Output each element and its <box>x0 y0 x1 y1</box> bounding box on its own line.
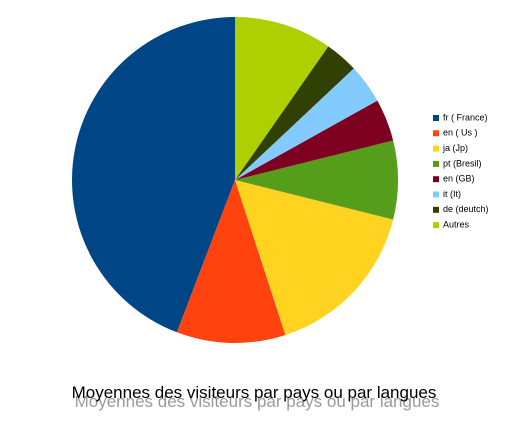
legend-swatch <box>433 191 439 198</box>
legend-label: en ( Us ) <box>443 128 478 138</box>
legend-label: en (GB) <box>443 174 475 184</box>
legend-swatch <box>433 130 439 137</box>
pie-slice <box>72 17 235 333</box>
pie-slice <box>235 140 399 220</box>
legend-label: Autres <box>443 219 470 229</box>
legend-label: pt (Bresil) <box>443 158 482 168</box>
legend-swatch <box>433 145 439 152</box>
legend-swatch <box>433 222 439 229</box>
legend-swatch <box>433 176 439 183</box>
legend-swatch <box>433 206 439 213</box>
pie-slice <box>235 100 394 180</box>
legend-swatch <box>433 160 439 167</box>
legend-label: de (deutch) <box>443 204 489 214</box>
pie-slice <box>235 180 394 336</box>
chart-title-shadow: Moyennes des visiteurs par pays ou par l… <box>75 392 440 411</box>
pie-slice <box>235 46 354 180</box>
pie-slice <box>235 68 378 180</box>
legend-label: fr ( France) <box>443 112 488 122</box>
legend-label: ja (Jp) <box>442 143 468 153</box>
pie-slice <box>235 17 329 180</box>
legend-swatch <box>433 115 439 121</box>
chart-title: Moyennes des visiteurs par pays ou par l… <box>72 383 437 402</box>
legend-label: it (It) <box>443 189 461 199</box>
pie-slice <box>176 180 286 343</box>
